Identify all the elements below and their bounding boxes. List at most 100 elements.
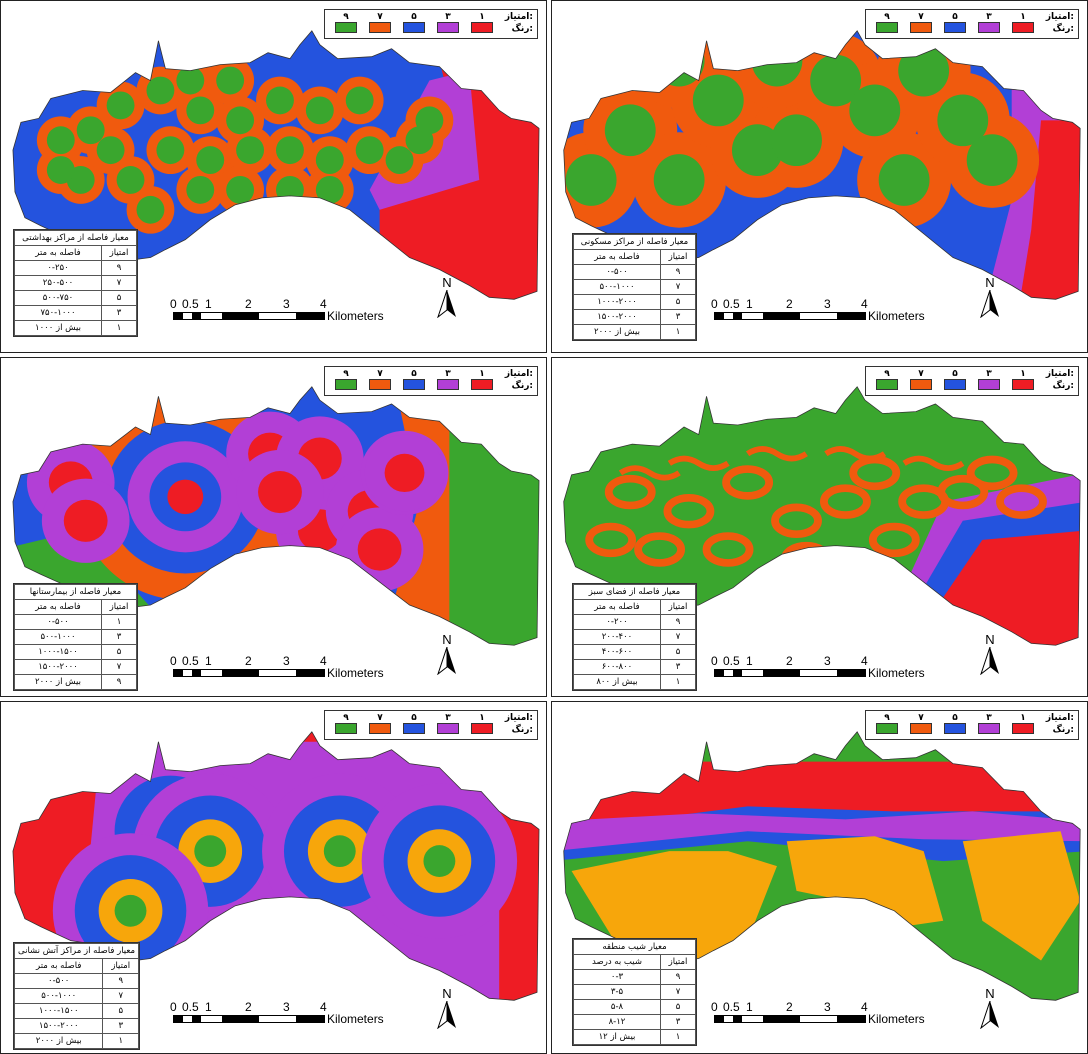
health-center-buffer [196,146,225,175]
residential-buffer [849,84,901,137]
scale-bar: 0 0.5 1 2 3 4 Kilometers [711,1000,925,1026]
score-cell: ۹ [102,973,140,989]
health-center-buffer [275,136,304,165]
legend-score: ۵ [411,713,417,723]
table-row: ۵ ۴۰۰-۶۰۰ [573,644,696,660]
col-value-header: فاصله به متر [573,599,661,615]
scale-tick-label: 3 [283,1000,290,1014]
col-value-header: فاصله به متر [573,249,661,265]
table-row: ۹ ۰-۳ [573,969,696,985]
score-cell: ۹ [101,260,137,276]
legend-score: ۵ [952,713,958,723]
score-color-legend: ۹ ۷ ۵ ۳ ۱ امتیاز: رنگ: [865,710,1079,740]
health-center-buffer [266,86,294,115]
legend-color-swatch [403,379,425,390]
scale-tick-label: 4 [320,297,327,311]
score-cell: ۱ [660,324,696,340]
score-cell: ۷ [660,984,696,1000]
scale-tick-label: 0 [711,297,718,311]
north-arrow-shape [980,646,999,676]
legend-color-swatch [471,379,493,390]
hospital-buffer [63,499,108,542]
health-center-buffer [76,116,105,145]
range-cell: ۱۵۰۰-۲۰۰۰ [13,1018,104,1034]
legend-score-label: امتیاز: [1045,369,1074,379]
score-cell: ۱ [101,320,137,336]
score-cell: ۳ [660,309,696,325]
legend-color-label: رنگ: [1052,381,1074,391]
legend-score: ۷ [918,12,924,22]
residential-buffer [731,124,783,177]
col-score-header: امتیاز [660,954,696,970]
legend-color-swatch [978,379,1000,390]
legend-score: ۳ [445,12,451,22]
score-cell: ۷ [660,279,696,295]
scale-tick-label: 0.5 [723,297,740,311]
range-cell: ۵۰۰-۱۰۰۰ [14,629,102,645]
fire-station-buffer [323,835,356,868]
health-center-buffer [186,96,215,125]
col-value-header: شیب به درصد [573,954,661,970]
fire-station-buffer [194,835,227,868]
residential-buffer [966,134,1018,186]
north-arrow-shape [980,289,999,319]
legend-color-swatch [944,379,966,390]
legend-color-swatch [403,22,425,33]
score-cell: ۷ [101,659,137,675]
score-cell: ۹ [101,674,137,690]
north-label: N [985,986,995,1001]
table-row: ۵ ۵-۸ [573,999,696,1015]
table-row: ۱ بیش از ۱۲ [573,1029,696,1045]
scale-unit: Kilometers [868,1012,925,1026]
legend-score: ۹ [884,713,890,723]
scale-tick-label: 2 [245,654,252,668]
legend-color-swatch [369,379,391,390]
range-cell: ۱۵۰۰-۲۰۰۰ [573,309,661,325]
table-row: ۱ ۰-۵۰۰ [14,614,137,630]
scale-bar: 0 0.5 1 2 3 4 Kilometers [170,654,384,680]
north-arrow-shape [980,1000,999,1030]
legend-score: ۹ [884,369,890,379]
scale-tick-label: 1 [746,1000,753,1014]
score-cell: ۹ [660,969,696,985]
table-row: ۵ ۱۰۰۰-۲۰۰۰ [573,294,696,310]
score-cell: ۷ [660,629,696,645]
range-cell: ۰-۲۵۰ [14,260,102,276]
residential-buffer [751,34,803,87]
health-center-buffer [116,166,145,194]
legend-color-swatch [1012,379,1034,390]
criteria-table: معیار فاصله از بیمارستانها امتیاز فاصله به… [13,583,138,691]
table-row: ۷ ۱۵۰۰-۲۰۰۰ [14,659,137,675]
scale-tick-label: 0 [170,297,177,311]
scale-tick-label: 4 [861,1000,868,1014]
score-cell: ۹ [660,264,696,280]
table-row: ۹ ۰-۲۵۰ [14,260,137,276]
legend-score: ۱ [479,713,485,723]
range-cell: ۴۰۰-۶۰۰ [573,644,661,660]
legend-color-swatch [910,22,932,33]
score-cell: ۱ [660,1029,696,1045]
legend-color-swatch [876,379,898,390]
scale-tick-label: 0 [711,1000,718,1014]
score-cell: ۵ [660,644,696,660]
scale-bar: 0 0.5 1 2 3 4 Kilometers [170,297,384,323]
study-area-boundary [12,30,540,300]
legend-score: ۵ [411,12,417,22]
hospital-buffer [258,470,302,514]
scale-tick-label: 0 [170,654,177,668]
scale-tick-label: 3 [824,654,831,668]
map-panel-hospitals: ۹ ۷ ۵ ۳ ۱ امتیاز: رنگ: معیار فاصله از بیمارستان… [0,357,547,697]
scale-bar: 0 0.5 1 2 3 4 Kilometers [170,1000,384,1026]
fire-station-buffer [423,845,456,878]
scale-tick-label: 2 [245,1000,252,1014]
table-row: ۳ ۱۵۰۰-۲۰۰۰ [13,1018,140,1034]
col-score-header: امتیاز [101,245,137,261]
health-center-buffer [415,106,444,135]
study-area-boundary [563,30,1081,300]
score-cell: ۳ [101,305,137,321]
north-arrow-shape [437,646,456,676]
score-cell: ۹ [660,614,696,630]
criteria-table: معیار فاصله از فضای سبز امتیاز فاصله به مت… [572,583,697,691]
legend-color-swatch [335,22,357,33]
north-label: N [985,275,995,290]
